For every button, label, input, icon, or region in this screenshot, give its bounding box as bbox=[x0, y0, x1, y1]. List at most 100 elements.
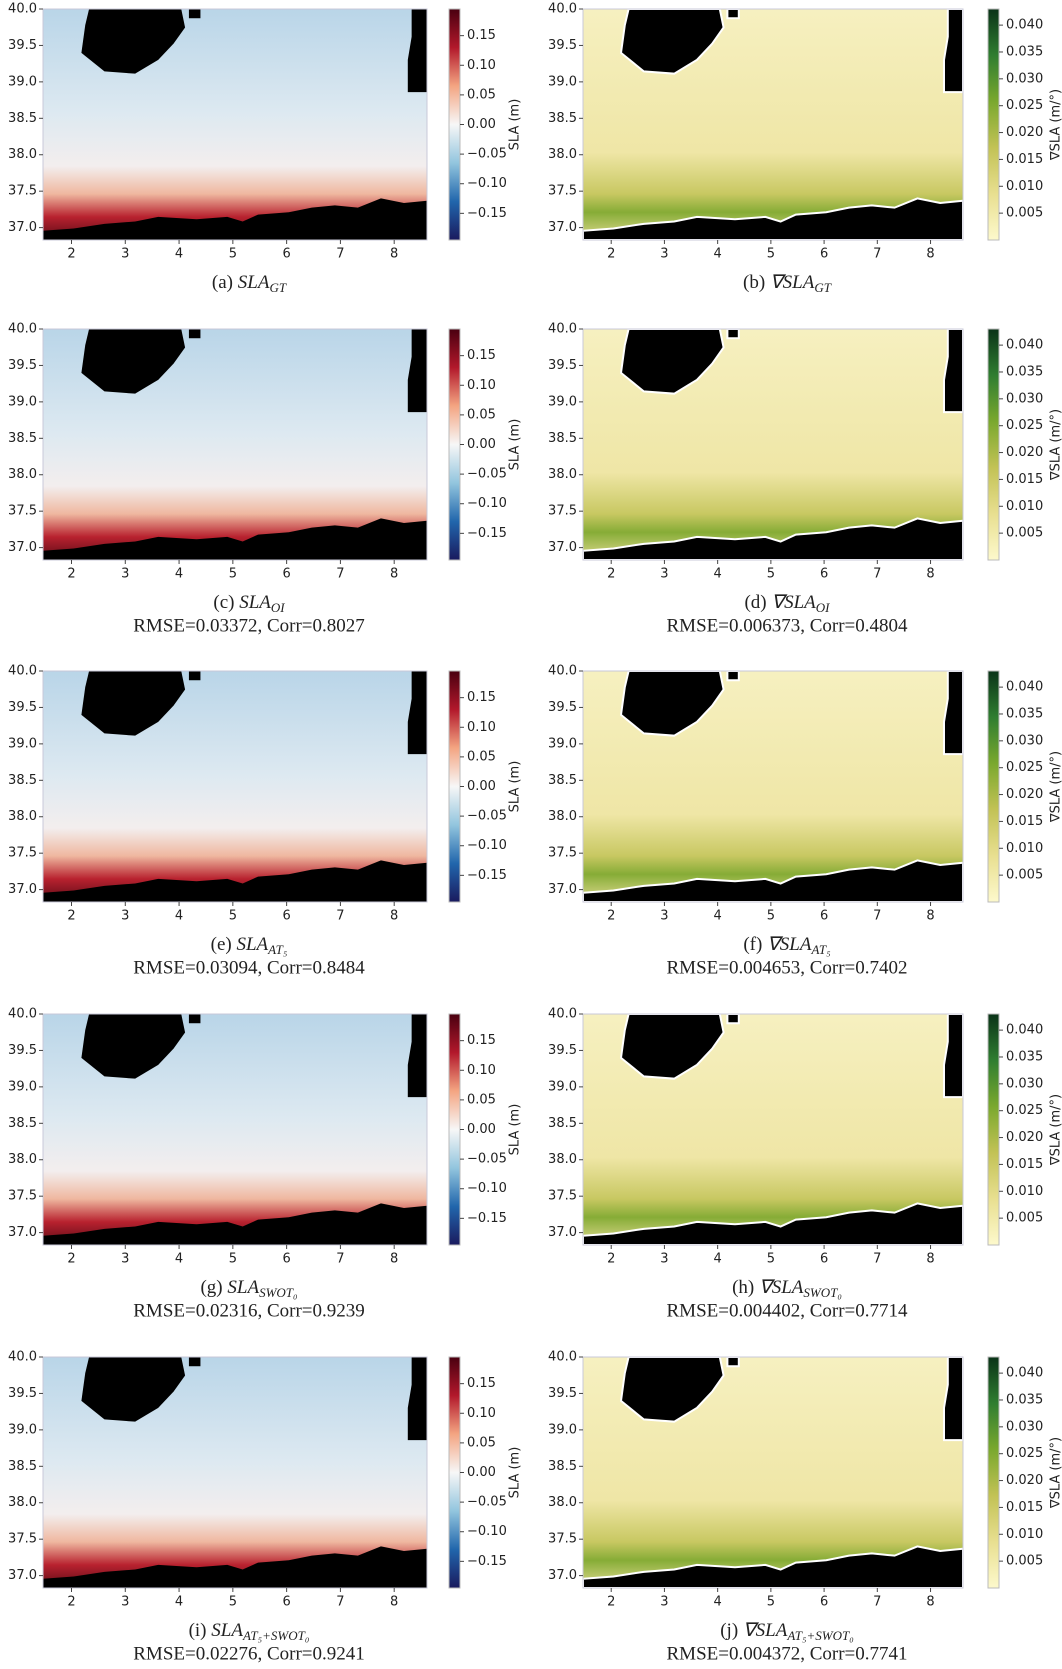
x-tick-label: 5 bbox=[767, 567, 775, 582]
x-tick-label: 8 bbox=[926, 1595, 934, 1610]
y-tick-label: 40.0 bbox=[548, 322, 577, 337]
x-tick-label: 3 bbox=[660, 909, 668, 924]
colorbar-tick-label: −0.10 bbox=[467, 838, 507, 853]
y-tick-label: 37.5 bbox=[548, 504, 577, 519]
land bbox=[944, 9, 963, 92]
colorbar-tick-label: 0.020 bbox=[1006, 1473, 1043, 1488]
land bbox=[189, 1014, 201, 1023]
metrics: RMSE=0.03094, Corr=0.8484 bbox=[133, 957, 365, 978]
y-tick-label: 38.5 bbox=[8, 111, 37, 126]
colorbar-tick-label: 0.025 bbox=[1006, 418, 1043, 433]
caption-symbol: SLA bbox=[238, 272, 270, 293]
y-tick-label: 40.0 bbox=[8, 664, 37, 679]
caption-symbol: ∇SLA bbox=[767, 934, 812, 955]
x-tick-label: 4 bbox=[175, 909, 183, 924]
x-tick-label: 2 bbox=[607, 1252, 615, 1267]
y-tick-label: 37.5 bbox=[548, 184, 577, 199]
colorbar-tick-label: 0.030 bbox=[1006, 1076, 1043, 1091]
caption-symbol: SLA bbox=[236, 934, 268, 955]
y-tick-label: 38.5 bbox=[8, 773, 37, 788]
caption-subscript: OI bbox=[816, 600, 830, 615]
y-tick-label: 37.5 bbox=[548, 846, 577, 861]
y-tick-label: 39.5 bbox=[8, 358, 37, 373]
x-tick-label: 6 bbox=[282, 247, 290, 262]
x-tick-label: 6 bbox=[282, 1252, 290, 1267]
x-tick-label: 2 bbox=[67, 247, 75, 262]
x-tick-label: 5 bbox=[229, 1595, 237, 1610]
x-tick-label: 7 bbox=[336, 1252, 344, 1267]
x-tick-label: 8 bbox=[390, 1252, 398, 1267]
x-tick-label: 7 bbox=[873, 1595, 881, 1610]
x-tick-label: 7 bbox=[336, 1595, 344, 1610]
colorbar bbox=[449, 329, 460, 560]
x-tick-label: 2 bbox=[607, 909, 615, 924]
y-tick-label: 38.5 bbox=[548, 111, 577, 126]
colorbar-tick-label: 0.10 bbox=[467, 378, 496, 393]
y-tick-label: 38.0 bbox=[548, 1152, 577, 1167]
colorbar bbox=[449, 9, 460, 240]
colorbar-label: ∇SLA (m/°) bbox=[1049, 1437, 1062, 1509]
y-tick-label: 39.0 bbox=[8, 394, 37, 409]
land bbox=[727, 671, 738, 680]
x-tick-label: 8 bbox=[390, 247, 398, 262]
colorbar-tick-label: 0.035 bbox=[1006, 364, 1043, 379]
colorbar-tick-label: 0.010 bbox=[1006, 1527, 1043, 1542]
colorbar-tick-label: 0.025 bbox=[1006, 1103, 1043, 1118]
colorbar-tick-label: 0.015 bbox=[1006, 1157, 1043, 1172]
colorbar-tick-label: 0.005 bbox=[1006, 1554, 1043, 1569]
colorbar bbox=[988, 1357, 999, 1588]
colorbar-tick-label: 0.040 bbox=[1006, 338, 1043, 353]
y-tick-label: 39.0 bbox=[8, 74, 37, 89]
x-tick-label: 6 bbox=[820, 1252, 828, 1267]
colorbar bbox=[988, 9, 999, 240]
y-tick-label: 40.0 bbox=[548, 1007, 577, 1022]
colorbar-tick-label: 0.05 bbox=[467, 749, 496, 764]
colorbar-tick-label: 0.15 bbox=[467, 690, 496, 705]
colorbar-tick-label: 0.015 bbox=[1006, 1500, 1043, 1515]
caption-subscript: OI bbox=[271, 600, 285, 615]
colorbar-tick-label: 0.00 bbox=[467, 1122, 496, 1137]
y-tick-label: 37.5 bbox=[548, 1189, 577, 1204]
x-tick-label: 6 bbox=[282, 567, 290, 582]
x-tick-label: 2 bbox=[67, 909, 75, 924]
x-tick-label: 8 bbox=[926, 909, 934, 924]
caption-subscript: AT₅ bbox=[810, 942, 830, 957]
colorbar-tick-label: 0.005 bbox=[1006, 526, 1043, 541]
caption-label: (d) bbox=[744, 592, 766, 613]
colorbar-tick-label: 0.00 bbox=[467, 779, 496, 794]
colorbar-label: SLA (m) bbox=[508, 761, 523, 813]
x-tick-label: 3 bbox=[121, 567, 129, 582]
x-tick-label: 7 bbox=[336, 567, 344, 582]
caption-label: (g) bbox=[200, 1277, 222, 1298]
colorbar-tick-label: 0.040 bbox=[1006, 18, 1043, 33]
y-tick-label: 37.0 bbox=[8, 540, 37, 555]
y-tick-label: 40.0 bbox=[548, 664, 577, 679]
caption-label: (e) bbox=[211, 934, 232, 955]
x-tick-label: 8 bbox=[390, 567, 398, 582]
y-tick-label: 38.0 bbox=[548, 1495, 577, 1510]
caption-label: (a) bbox=[212, 272, 233, 293]
x-tick-label: 5 bbox=[229, 247, 237, 262]
y-tick-label: 39.5 bbox=[8, 700, 37, 715]
colorbar-tick-label: −0.15 bbox=[467, 1554, 507, 1569]
y-tick-label: 39.5 bbox=[548, 1386, 577, 1401]
x-tick-label: 3 bbox=[660, 1595, 668, 1610]
land bbox=[944, 671, 963, 754]
x-tick-label: 2 bbox=[607, 247, 615, 262]
colorbar-label: SLA (m) bbox=[508, 99, 523, 151]
colorbar-tick-label: −0.10 bbox=[467, 1524, 507, 1539]
x-tick-label: 5 bbox=[767, 247, 775, 262]
y-tick-label: 37.0 bbox=[548, 1225, 577, 1240]
caption-symbol: SLA bbox=[211, 1620, 243, 1641]
y-tick-label: 37.5 bbox=[8, 504, 37, 519]
x-tick-label: 5 bbox=[229, 1252, 237, 1267]
colorbar-tick-label: 0.010 bbox=[1006, 1184, 1043, 1199]
x-tick-label: 4 bbox=[714, 1595, 722, 1610]
caption-subscript: GT bbox=[814, 280, 831, 295]
y-tick-label: 39.5 bbox=[8, 38, 37, 53]
x-tick-label: 6 bbox=[282, 1595, 290, 1610]
x-tick-label: 5 bbox=[767, 1252, 775, 1267]
x-tick-label: 3 bbox=[660, 247, 668, 262]
colorbar-tick-label: 0.035 bbox=[1006, 44, 1043, 59]
colorbar-tick-label: 0.05 bbox=[467, 1435, 496, 1450]
